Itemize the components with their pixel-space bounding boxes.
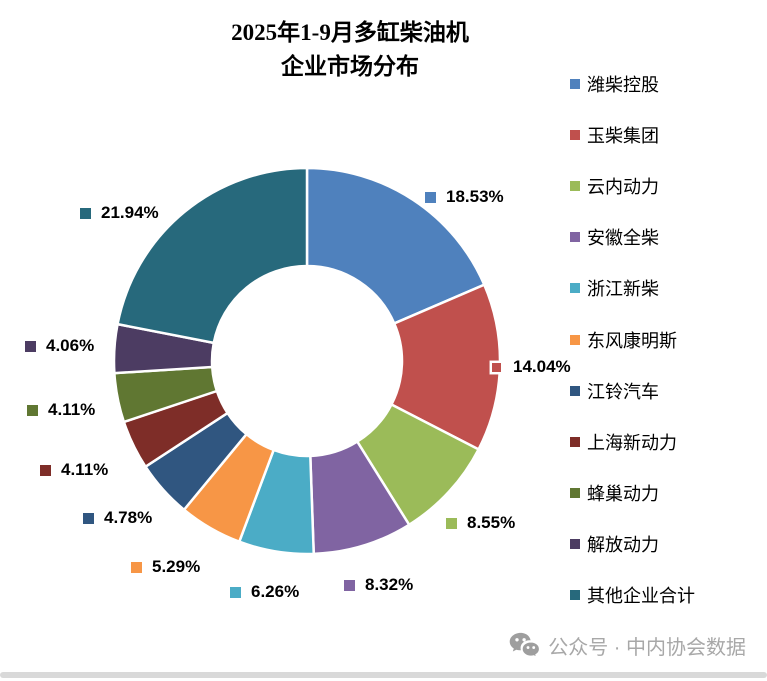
label-value: 5.29% — [152, 557, 201, 576]
data-label: 4.78% — [83, 508, 152, 528]
label-marker — [40, 464, 51, 476]
bottom-divider — [0, 672, 767, 678]
legend-label: 潍柴控股 — [587, 75, 659, 95]
legend-item: 江铃汽车 — [570, 381, 659, 402]
chart-title-line1: 2025年1-9月多缸柴油机 — [231, 20, 469, 45]
legend-item: 潍柴控股 — [570, 74, 659, 95]
data-label: 4.11% — [27, 400, 95, 420]
label-value: 8.55% — [467, 513, 516, 532]
label-value: 4.11% — [48, 400, 96, 419]
legend-item: 安徽全柴 — [570, 227, 659, 249]
data-label: 5.29% — [131, 557, 200, 577]
legend-label: 其他企业合计 — [587, 586, 695, 606]
label-marker — [131, 561, 142, 573]
data-label: 4.06% — [25, 336, 94, 356]
data-label: 21.94% — [80, 203, 159, 223]
chart-title-line2: 企业市场分布 — [281, 54, 419, 79]
legend-item: 云内动力 — [570, 176, 659, 198]
label-marker — [425, 191, 436, 203]
wechat-icon — [509, 632, 541, 659]
chart-title: 2025年1-9月多缸柴油机 企业市场分布 — [0, 16, 700, 84]
data-label: 18.53% — [425, 187, 504, 207]
legend-swatch — [570, 590, 580, 600]
label-marker — [27, 404, 38, 416]
legend-item: 上海新动力 — [570, 432, 677, 453]
legend-swatch — [570, 436, 580, 447]
data-label: 4.11% — [40, 460, 108, 480]
legend-label: 云内动力 — [587, 177, 659, 198]
label-value: 4.06% — [46, 336, 95, 355]
legend-item: 其他企业合计 — [570, 585, 695, 606]
label-marker — [25, 340, 36, 352]
legend-label: 安徽全柴 — [587, 228, 659, 249]
label-marker — [230, 586, 241, 598]
label-value: 4.78% — [104, 508, 153, 527]
legend-label: 东风康明斯 — [587, 330, 677, 351]
legend-item: 东风康明斯 — [570, 330, 677, 351]
legend-label: 浙江新柴 — [587, 279, 659, 300]
label-marker — [344, 579, 355, 591]
legend-swatch — [570, 130, 580, 141]
legend-swatch — [570, 79, 580, 89]
label-marker — [80, 207, 91, 219]
slice-11 — [116, 166, 309, 345]
watermark-text: 公众号 · 中内协会数据 — [548, 637, 746, 659]
legend-item: 蜂巢动力 — [570, 483, 659, 504]
label-value: 6.26% — [251, 582, 300, 601]
legend-label: 江铃汽车 — [587, 381, 659, 402]
data-label: 14.04% — [490, 357, 571, 377]
legend-label: 玉柴集团 — [587, 126, 659, 147]
label-value: 4.11% — [61, 460, 109, 479]
data-label: 8.32% — [344, 575, 413, 595]
legend-swatch — [570, 334, 580, 345]
label-marker — [83, 512, 94, 524]
data-label: 8.55% — [446, 513, 515, 533]
legend-swatch — [570, 283, 580, 294]
label-value: 8.32% — [365, 575, 414, 594]
legend-item: 解放动力 — [570, 534, 659, 555]
legend-item: 浙江新柴 — [570, 278, 659, 300]
watermark: 公众号 · 中内协会数据 — [509, 631, 746, 660]
label-marker — [490, 360, 503, 374]
data-label: 6.26% — [230, 582, 299, 602]
legend-swatch — [570, 538, 580, 549]
label-value: 14.04% — [513, 357, 571, 376]
legend-swatch — [570, 181, 580, 192]
legend-swatch — [570, 385, 580, 396]
legend-label: 解放动力 — [587, 534, 659, 555]
label-marker — [446, 517, 457, 529]
slice-1 — [305, 166, 486, 326]
legend-swatch — [570, 232, 580, 243]
legend-item: 玉柴集团 — [570, 125, 659, 147]
legend-label: 上海新动力 — [587, 432, 677, 453]
legend-label: 蜂巢动力 — [587, 483, 659, 504]
label-value: 21.94% — [101, 203, 159, 222]
legend-swatch — [570, 487, 580, 498]
label-value: 18.53% — [446, 187, 504, 206]
